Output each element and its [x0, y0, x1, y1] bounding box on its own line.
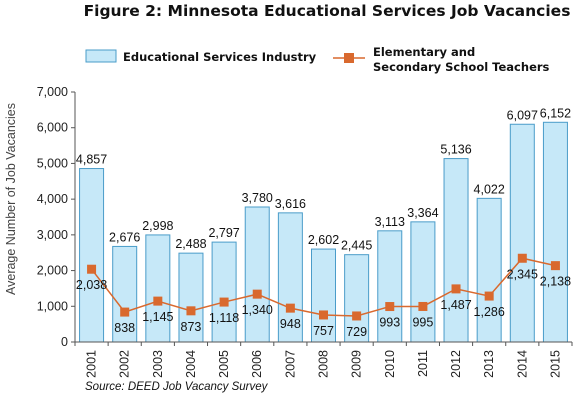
y-tick-label: 1,000 [37, 299, 68, 313]
bar-value-label: 4,857 [76, 153, 107, 167]
teachers-value-label: 729 [346, 325, 367, 339]
teachers-marker-2011 [418, 301, 428, 311]
x-tick-label: 2002 [118, 350, 132, 378]
chart-title: Figure 2: Minnesota Educational Services… [84, 2, 571, 20]
y-axis-label: Average Number of Job Vacancies [4, 103, 18, 295]
x-tick-label: 2001 [85, 350, 99, 378]
teachers-value-label: 1,286 [474, 305, 505, 319]
teachers-value-label: 1,118 [209, 311, 239, 325]
bar-value-label: 4,022 [474, 182, 505, 196]
y-tick-label: 0 [61, 335, 68, 349]
y-tick-label: 5,000 [37, 156, 68, 170]
teachers-value-label: 948 [280, 317, 301, 331]
bar-value-label: 5,136 [440, 143, 471, 157]
teachers-value-label: 995 [412, 315, 433, 329]
x-tick-label: 2015 [548, 350, 562, 378]
bar-2004 [178, 252, 204, 343]
bar-2013 [476, 197, 502, 343]
teachers-marker-2012 [451, 284, 461, 294]
bar-value-label: 6,097 [507, 108, 538, 122]
bar-value-label: 3,616 [275, 197, 306, 211]
bar-2001 [79, 168, 105, 343]
x-tick-label: 2012 [449, 350, 463, 378]
legend-label-industry: Educational Services Industry [123, 50, 317, 64]
teachers-marker-2004 [186, 306, 196, 316]
teachers-marker-2009 [352, 311, 362, 321]
teachers-marker-2003 [153, 296, 163, 306]
bar-value-label: 2,797 [208, 226, 239, 240]
legend-swatch-marker [344, 53, 354, 63]
teachers-marker-2010 [385, 302, 395, 312]
plot-area: 0 1,000 2,000 3,000 4,000 5,000 6,000 7,000 2001… [37, 85, 573, 378]
bar-2014 [509, 123, 535, 343]
teachers-marker-2002 [120, 307, 130, 317]
bar-2005 [211, 241, 237, 343]
bar-value-label: 2,676 [109, 230, 140, 244]
x-tick-label: 2014 [515, 350, 529, 378]
teachers-marker-2001 [87, 264, 97, 274]
legend-label-teachers-line1: Elementary and [373, 45, 475, 59]
teachers-marker-2007 [285, 303, 295, 313]
x-tick-label: 2009 [350, 350, 364, 378]
x-tick-label: 2013 [482, 350, 496, 378]
bar-value-label: 6,152 [540, 106, 571, 120]
bar-2009 [344, 254, 370, 343]
bar-value-label: 2,488 [175, 237, 206, 251]
y-tick-label: 3,000 [37, 228, 68, 242]
teachers-marker-2005 [219, 297, 229, 307]
teachers-value-label: 1,340 [242, 303, 273, 317]
legend: Educational Services Industry Elementary… [85, 45, 550, 74]
teachers-value-label: 2,345 [507, 267, 538, 281]
teachers-value-label: 2,038 [76, 278, 107, 292]
y-tick-label: 2,000 [37, 264, 68, 278]
y-tick-label: 6,000 [37, 121, 68, 135]
teachers-marker-2014 [517, 253, 527, 263]
y-tick-label: 7,000 [37, 85, 68, 99]
bar-2006 [244, 206, 270, 343]
legend-label-teachers: Elementary and Secondary School Teachers [373, 45, 550, 74]
bar-2015 [542, 121, 568, 343]
bar-value-label: 2,998 [142, 219, 173, 233]
bar-value-label: 2,602 [308, 233, 339, 247]
x-tick-label: 2003 [151, 350, 165, 378]
bar-value-label: 2,445 [341, 239, 372, 253]
teachers-value-label: 2,138 [540, 275, 571, 289]
x-tick-label: 2004 [184, 350, 198, 378]
bar-2011 [410, 221, 436, 343]
x-tick-label: 2006 [250, 350, 264, 378]
teachers-value-label: 838 [114, 321, 135, 335]
teachers-value-label: 1,145 [142, 310, 173, 324]
y-tick-label: 4,000 [37, 192, 68, 206]
teachers-marker-2015 [550, 261, 560, 271]
teachers-value-label: 873 [181, 320, 202, 334]
bar-value-label: 3,113 [375, 215, 405, 229]
bar-value-label: 3,780 [242, 191, 273, 205]
teachers-value-label: 1,487 [440, 298, 471, 312]
legend-swatch-bar [85, 49, 117, 63]
teachers-value-label: 993 [379, 316, 400, 330]
legend-label-teachers-line2: Secondary School Teachers [373, 60, 550, 74]
source-note: Source: DEED Job Vacancy Survey [85, 381, 269, 393]
bar-value-label: 3,364 [407, 206, 438, 220]
teachers-marker-2013 [484, 291, 494, 301]
x-tick-label: 2005 [217, 350, 231, 378]
x-tick-label: 2007 [283, 350, 297, 378]
teachers-marker-2006 [252, 289, 262, 299]
x-tick-label: 2011 [416, 350, 430, 377]
x-tick-label: 2010 [383, 350, 397, 378]
x-tick-label: 2008 [317, 350, 331, 378]
bar-2003 [145, 234, 171, 343]
bar-2012 [443, 158, 469, 343]
teachers-marker-2008 [319, 310, 328, 320]
bar-2010 [377, 230, 403, 343]
teachers-value-label: 757 [313, 324, 334, 338]
